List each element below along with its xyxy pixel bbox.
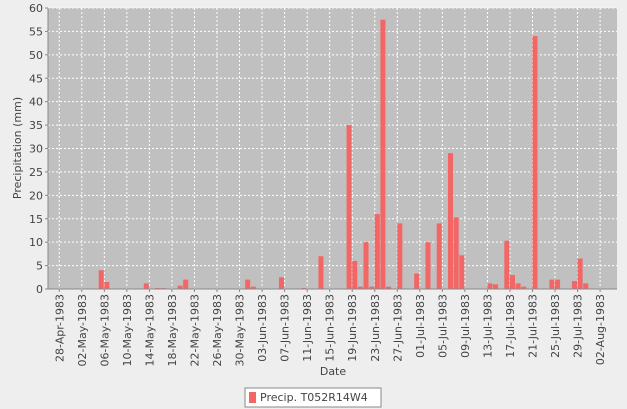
bar — [352, 260, 358, 289]
x-tick-label: 10-May-1983 — [121, 294, 134, 366]
y-tick-label: 5 — [36, 260, 43, 273]
x-tick-label: 07-Jun-1983 — [279, 294, 292, 362]
x-tick-label: 01-Jul-1983 — [414, 294, 427, 358]
bar — [245, 279, 251, 289]
bar — [493, 284, 499, 289]
bar — [250, 286, 256, 289]
x-tick-label: 09-Jul-1983 — [459, 294, 472, 358]
bar — [177, 285, 183, 289]
bar — [183, 279, 189, 289]
bar — [549, 279, 555, 289]
bar — [397, 223, 403, 289]
bar — [583, 283, 589, 289]
bar — [447, 153, 454, 289]
legend-swatch — [249, 392, 256, 403]
bar — [521, 286, 527, 289]
x-tick-label: 22-May-1983 — [188, 294, 201, 366]
x-tick-label: 19-Jun-1983 — [346, 294, 359, 362]
x-tick-label: 02-May-1983 — [76, 294, 89, 366]
x-tick-label: 13-Jul-1983 — [481, 294, 494, 358]
x-tick-label: 15-Jun-1983 — [324, 294, 337, 362]
bar — [369, 286, 375, 289]
bar — [425, 242, 431, 289]
bar — [104, 281, 110, 289]
y-tick-label: 0 — [36, 283, 43, 296]
bar — [278, 277, 285, 289]
y-tick-label: 25 — [29, 166, 43, 179]
bar — [453, 217, 459, 289]
y-tick-label: 50 — [29, 49, 43, 62]
bar — [357, 286, 363, 289]
x-tick-label: 21-Jul-1983 — [526, 294, 539, 358]
bar — [577, 258, 583, 289]
y-tick-label: 10 — [29, 236, 43, 249]
bar — [487, 283, 493, 289]
bar — [555, 279, 561, 289]
y-tick-label: 30 — [29, 143, 43, 156]
y-tick-label: 45 — [29, 72, 43, 85]
x-tick-label: 27-Jun-1983 — [391, 294, 404, 362]
bar — [380, 19, 386, 289]
y-axis-label: Precipitation (mm) — [11, 97, 24, 199]
bar — [363, 242, 369, 289]
bar — [515, 283, 521, 289]
bar — [459, 255, 465, 289]
y-tick-label: 40 — [29, 96, 43, 109]
x-tick-label: 26-May-1983 — [211, 294, 224, 366]
bar — [504, 240, 510, 289]
bar — [346, 125, 352, 289]
y-tick-label: 20 — [29, 189, 43, 202]
x-tick-label: 17-Jul-1983 — [504, 294, 517, 358]
y-tick-label: 60 — [29, 2, 43, 15]
x-tick-label: 03-Jun-1983 — [256, 294, 269, 362]
y-tick-label: 35 — [29, 119, 43, 132]
x-tick-label: 23-Jun-1983 — [369, 294, 382, 362]
bar — [386, 286, 392, 289]
legend — [244, 387, 382, 408]
bar — [436, 223, 442, 289]
x-tick-label: 06-May-1983 — [98, 294, 111, 366]
legend-label: Precip. T052R14W4 — [260, 391, 368, 404]
bar — [143, 283, 149, 289]
bar — [414, 273, 420, 289]
y-tick-label: 15 — [29, 213, 43, 226]
x-tick-label: 02-Aug-1983 — [594, 294, 607, 365]
bar — [374, 214, 380, 289]
x-tick-label: 28-Apr-1983 — [53, 294, 66, 362]
y-tick-label: 55 — [29, 25, 43, 38]
x-tick-label: 14-May-1983 — [143, 294, 156, 366]
x-tick-label: 05-Jul-1983 — [436, 294, 449, 358]
x-axis-label: Date — [320, 365, 347, 378]
bar — [571, 281, 577, 289]
bar — [98, 270, 104, 289]
x-tick-label: 11-Jun-1983 — [301, 294, 314, 362]
bar — [509, 274, 515, 289]
bar — [532, 36, 538, 289]
x-tick-label: 25-Jul-1983 — [549, 294, 562, 358]
x-tick-label: 29-Jul-1983 — [572, 294, 585, 358]
bar — [318, 256, 324, 289]
x-tick-label: 30-May-1983 — [234, 294, 247, 366]
x-tick-label: 18-May-1983 — [166, 294, 179, 366]
